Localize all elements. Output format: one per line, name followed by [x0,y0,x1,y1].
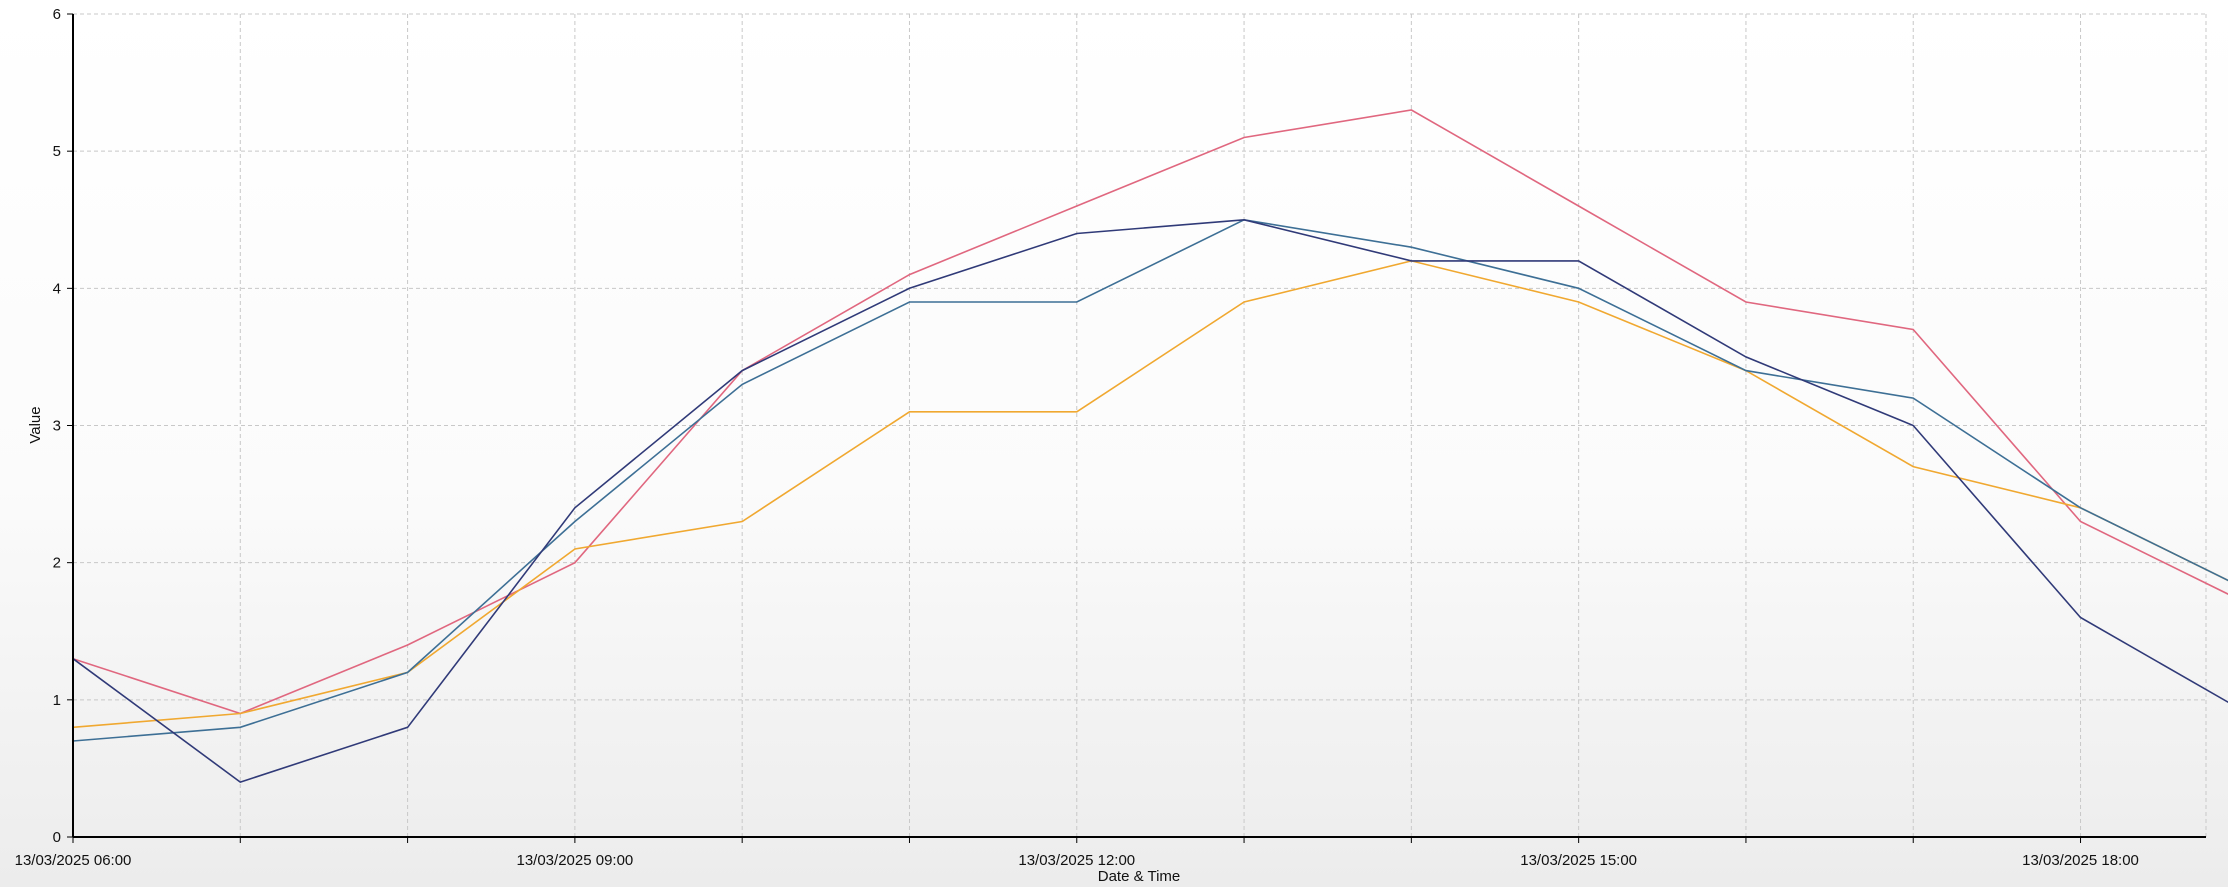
x-tick-label: 13/03/2025 15:00 [1520,852,1637,869]
y-tick-label: 1 [53,692,61,709]
x-tick-label: 13/03/2025 18:00 [2022,852,2139,869]
series-line-4 [72,218,2228,783]
x-ticks: 13/03/2025 06:00 13/03/2025 09:00 13/03/20… [15,837,2139,869]
series-line-3 [72,218,2228,742]
y-tick-label: 2 [53,555,61,572]
series-layer [72,109,2228,783]
y-tick-label: 3 [53,418,61,435]
series-line-1 [72,109,2228,715]
x-tick-label: 13/03/2025 06:00 [15,852,132,869]
x-tick-label: 13/03/2025 09:00 [516,852,633,869]
y-ticks: 0 1 2 3 4 5 6 [53,6,73,846]
x-tick-label: 13/03/2025 12:00 [1018,852,1135,869]
grid-lines [73,13,2207,837]
y-tick-label: 6 [53,6,61,23]
y-axis-title: Value [27,406,44,443]
series-line-2 [72,260,2228,729]
y-tick-label: 4 [53,280,61,297]
x-axis-title: Date & Time [1098,868,1181,885]
y-tick-label: 0 [53,829,61,846]
y-tick-label: 5 [53,143,61,160]
